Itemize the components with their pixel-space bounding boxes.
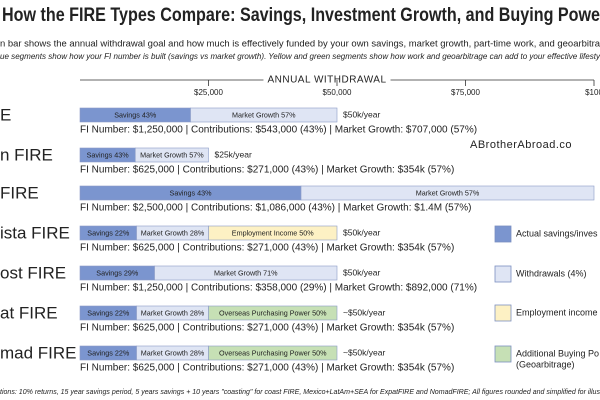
segment-label: Market Growth 71% bbox=[214, 268, 278, 277]
row-label: mad FIRE bbox=[0, 343, 77, 362]
subtitle: n bar shows the annual withdrawal goal a… bbox=[0, 38, 600, 48]
x-tick-label: $75,000 bbox=[451, 88, 480, 97]
segment-label: Market Growth 28% bbox=[141, 228, 205, 237]
row-label: ista FIRE bbox=[0, 223, 70, 242]
bar-segment bbox=[208, 345, 338, 361]
segment-label: Savings 22% bbox=[87, 348, 130, 357]
segment-label: Savings 43% bbox=[170, 188, 213, 197]
segment-label: Savings 22% bbox=[87, 228, 130, 237]
x-tick-label: $100 bbox=[585, 88, 600, 97]
axis-title-bg bbox=[263, 74, 391, 86]
row-label: at FIRE bbox=[0, 303, 58, 322]
watermark: ABrotherAbroad.co bbox=[470, 139, 572, 151]
row-summary: $50k/year bbox=[343, 267, 380, 277]
segment-label: Market Growth 28% bbox=[141, 308, 205, 317]
segment-label: Employment Income 50% bbox=[232, 228, 315, 237]
row-label: ost FIRE bbox=[0, 263, 66, 282]
segment-label: Overseas Purchasing Power 50% bbox=[219, 348, 327, 357]
row-summary: $50k/year bbox=[343, 227, 380, 237]
row-detail: FI Number: $1,250,000 | Contributions: $… bbox=[80, 125, 477, 136]
subtitle: ue segments show how your FI number is b… bbox=[0, 52, 600, 61]
row-detail: FI Number: $625,000 | Contributions: $27… bbox=[80, 243, 454, 254]
segment-label: Savings 43% bbox=[114, 110, 157, 119]
axis-title: ANNUAL WITHDRAWAL bbox=[267, 75, 386, 86]
segment-label: Savings 22% bbox=[87, 308, 130, 317]
segment-label: Savings 43% bbox=[87, 150, 130, 159]
row-detail: FI Number: $625,000 | Contributions: $27… bbox=[80, 363, 454, 374]
row-summary: $50k/year bbox=[343, 109, 380, 119]
legend-label: Withdrawals (4%) bbox=[516, 268, 587, 278]
bar-segment bbox=[154, 265, 338, 281]
legend-swatch bbox=[494, 345, 512, 363]
row-label: n FIRE bbox=[0, 145, 53, 164]
row-summary: ~$50k/year bbox=[343, 307, 385, 317]
row-label: E bbox=[0, 105, 11, 124]
row-summary: ~$50k/year bbox=[343, 347, 385, 357]
segment-label: Savings 29% bbox=[96, 268, 139, 277]
legend-swatch bbox=[494, 304, 512, 322]
x-tick-label: $50,000 bbox=[323, 88, 352, 97]
bar-segment bbox=[134, 147, 209, 163]
legend-label: Additional Buying Po bbox=[516, 348, 599, 358]
row-detail: FI Number: $2,500,000 | Contributions: $… bbox=[80, 203, 472, 214]
bar-segment bbox=[190, 107, 338, 123]
footnote: tions: 10% returns, 15 year savings peri… bbox=[0, 387, 600, 396]
bar-segment bbox=[300, 185, 595, 201]
segment-label: Market Growth 28% bbox=[141, 348, 205, 357]
row-detail: FI Number: $625,000 | Contributions: $27… bbox=[80, 323, 454, 334]
segment-label: Market Growth 57% bbox=[232, 110, 296, 119]
bar-segment bbox=[208, 305, 338, 321]
bar-segment bbox=[208, 225, 338, 241]
segment-label: Market Growth 57% bbox=[416, 188, 480, 197]
legend-label: Employment income bbox=[516, 307, 598, 317]
legend-swatch bbox=[494, 225, 512, 243]
legend-label: (Geoarbitrage) bbox=[516, 359, 575, 369]
legend-label: Actual savings/inves bbox=[516, 228, 598, 238]
row-detail: FI Number: $625,000 | Contributions: $27… bbox=[80, 165, 454, 176]
legend-swatch bbox=[494, 265, 512, 283]
row-summary: $25k/year bbox=[215, 149, 252, 159]
row-detail: FI Number: $1,250,000 | Contributions: $… bbox=[80, 283, 477, 294]
x-tick-label: $25,000 bbox=[194, 88, 223, 97]
chart-title: How the FIRE Types Compare: Savings, Inv… bbox=[2, 5, 600, 26]
segment-label: Overseas Purchasing Power 50% bbox=[219, 308, 327, 317]
segment-label: Market Growth 57% bbox=[140, 150, 204, 159]
row-label: FIRE bbox=[0, 183, 39, 202]
